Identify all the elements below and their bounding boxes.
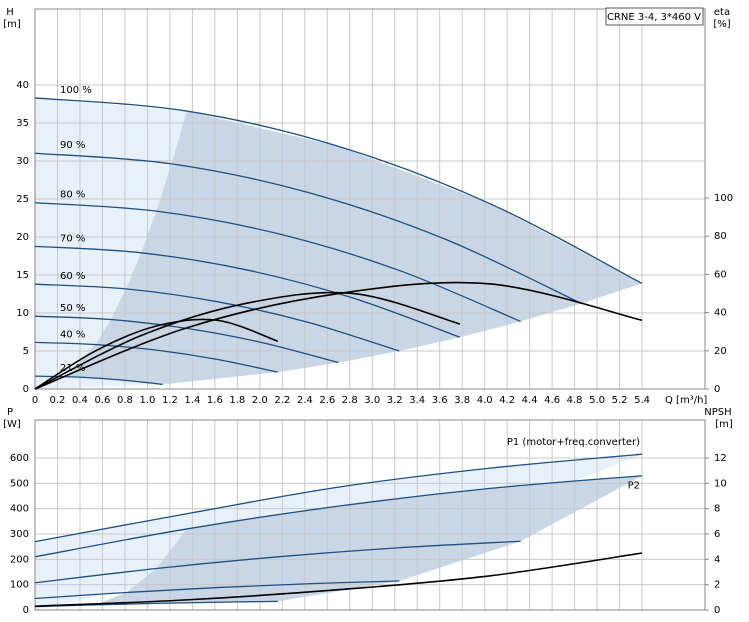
curve <box>34 552 643 607</box>
y-tick-label: 400 <box>10 504 29 515</box>
y-tick-label: 25 <box>16 194 29 205</box>
axis-label: [%] <box>713 19 730 30</box>
curve-label: 90 % <box>60 140 85 151</box>
x-tick-label: 5.2 <box>612 395 628 406</box>
axis-label: NPSH <box>704 407 731 418</box>
curve-label: P1 (motor+freq.converter) <box>507 437 640 448</box>
curve <box>34 245 461 338</box>
axis-label: Q [m³/h] <box>665 395 707 406</box>
curve <box>34 341 278 373</box>
x-tick-label: 3.2 <box>387 395 403 406</box>
curve-label: 100 % <box>60 85 92 96</box>
annotation-box <box>605 7 704 26</box>
curve-label: 80 % <box>60 190 85 201</box>
axis-label: H <box>6 7 14 18</box>
x-tick-label: 3.0 <box>364 395 380 406</box>
x-tick-label: 2.8 <box>342 395 358 406</box>
x-tick-label: 5.0 <box>589 395 605 406</box>
x-tick-label: 5.4 <box>634 395 650 406</box>
y-tick-label: 600 <box>10 453 29 464</box>
curve <box>34 475 643 558</box>
x-tick-label: 1.8 <box>229 395 245 406</box>
x-tick-label: 3.6 <box>432 395 448 406</box>
x-tick-label: 2.0 <box>252 395 268 406</box>
curve-label: 70 % <box>60 233 85 244</box>
x-tick-label: 3.4 <box>409 395 425 406</box>
y-tick-label: 500 <box>10 478 29 489</box>
y-tick-label: 35 <box>16 118 29 129</box>
curve <box>34 291 461 390</box>
y2-tick-label: 0 <box>714 384 720 395</box>
y-tick-label: 30 <box>16 156 29 167</box>
curve <box>34 453 643 543</box>
y-tick-label: 20 <box>16 232 29 243</box>
x-tick-label: 4.0 <box>477 395 493 406</box>
y2-tick-label: 4 <box>714 554 720 565</box>
x-tick-label: 1.0 <box>139 395 155 406</box>
x-tick-label: 2.2 <box>274 395 290 406</box>
y2-tick-label: 80 <box>714 231 727 242</box>
axis-label: [W] <box>3 419 21 430</box>
axis-label: [m] <box>715 419 733 430</box>
y2-tick-label: 8 <box>714 504 720 515</box>
x-tick-label: 4.6 <box>544 395 560 406</box>
y-tick-label: 40 <box>16 80 29 91</box>
y-tick-label: 0 <box>23 605 29 616</box>
curve <box>34 318 279 390</box>
curve-label: 60 % <box>60 271 85 282</box>
y-tick-label: 5 <box>23 346 29 357</box>
curve <box>34 283 400 352</box>
curve <box>34 540 521 584</box>
x-tick-label: 0.2 <box>50 395 66 406</box>
x-tick-label: 0.4 <box>72 395 88 406</box>
y-tick-label: 10 <box>16 308 29 319</box>
curve-label: P2 <box>628 481 640 492</box>
x-tick-label: 0 <box>32 395 38 406</box>
y-tick-label: 300 <box>10 529 29 540</box>
y2-tick-label: 10 <box>714 478 727 489</box>
curve <box>34 281 643 390</box>
y2-tick-label: 60 <box>714 269 727 280</box>
y-tick-label: 200 <box>10 554 29 565</box>
y2-tick-label: 2 <box>714 580 720 591</box>
y-tick-label: 15 <box>16 270 29 281</box>
x-tick-label: 1.6 <box>207 395 223 406</box>
x-tick-label: 4.4 <box>522 395 538 406</box>
x-tick-label: 1.4 <box>184 395 200 406</box>
x-tick-label: 0.8 <box>117 395 133 406</box>
x-tick-label: 4.8 <box>567 395 583 406</box>
y2-tick-label: 12 <box>714 453 727 464</box>
annotation: CRNE 3-4, 3*460 V <box>607 12 701 23</box>
operating-area <box>95 475 643 605</box>
x-tick-label: 3.8 <box>454 395 470 406</box>
plot-frame <box>34 8 706 390</box>
y-tick-label: 0 <box>23 384 29 395</box>
curve <box>34 375 163 386</box>
y2-tick-label: 20 <box>714 346 727 357</box>
x-tick-label: 1.2 <box>162 395 178 406</box>
axis-label: P <box>7 407 13 418</box>
x-tick-label: 0.6 <box>94 395 110 406</box>
y2-tick-label: 6 <box>714 529 720 540</box>
x-tick-label: 2.6 <box>319 395 335 406</box>
y2-tick-label: 40 <box>714 308 727 319</box>
curve <box>34 152 582 305</box>
y2-tick-label: 100 <box>714 193 733 204</box>
curve <box>34 580 400 600</box>
operating-area <box>66 111 643 385</box>
y-tick-label: 100 <box>10 580 29 591</box>
plot-frame <box>34 419 706 611</box>
axis-label: eta <box>714 7 730 18</box>
curve-label: 40 % <box>60 329 85 340</box>
y2-tick-label: 0 <box>714 605 720 616</box>
curve-label: 50 % <box>60 303 85 314</box>
x-tick-label: 2.4 <box>297 395 313 406</box>
x-tick-label: 4.2 <box>499 395 515 406</box>
axis-label: [m] <box>3 19 21 30</box>
curve <box>34 97 643 285</box>
curve <box>34 202 521 323</box>
